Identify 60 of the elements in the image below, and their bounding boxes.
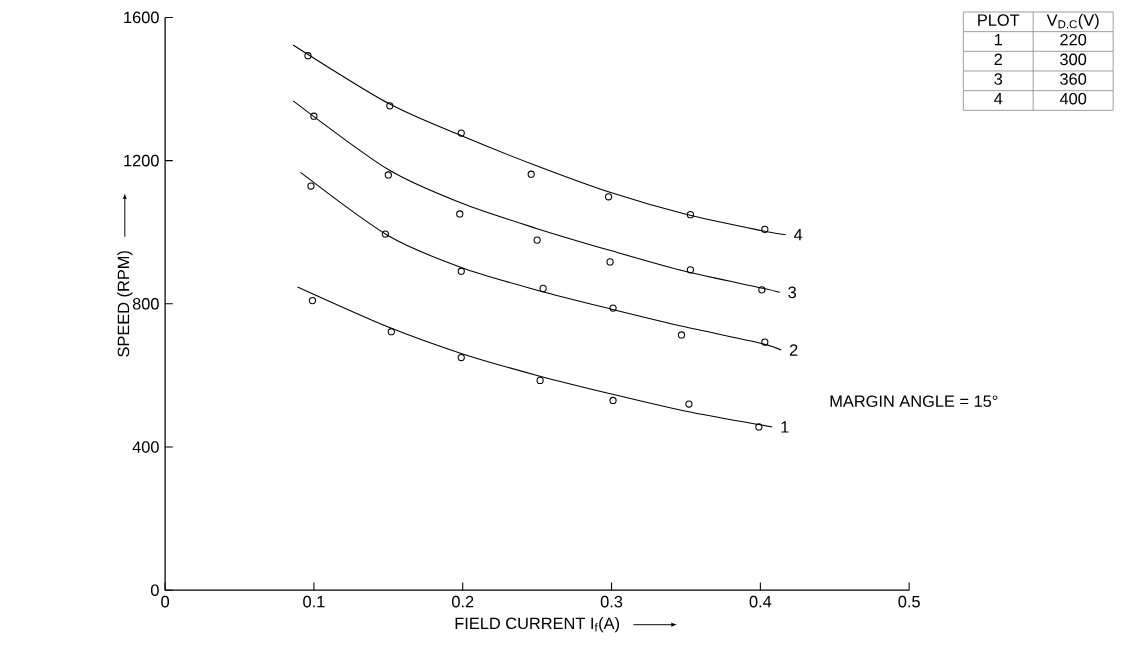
- point: [761, 225, 769, 234]
- x-tick-label: 0.3: [600, 596, 623, 608]
- y-tick-label: 0: [150, 584, 159, 597]
- point: [758, 286, 766, 294]
- series-label: 4: [793, 229, 803, 241]
- point: [677, 331, 686, 339]
- annotation: MARGIN ANGLE = 15°: [830, 395, 998, 408]
- x-tick-label: 0: [161, 596, 170, 608]
- point: [761, 338, 769, 346]
- point: [304, 52, 312, 60]
- x-axis-title: FIELD CURRENT I$_{f}$(A): [455, 617, 619, 633]
- series-label: 2: [789, 344, 798, 356]
- point: [527, 170, 535, 178]
- y-tick-label: 800: [132, 298, 159, 310]
- point: [604, 193, 613, 201]
- x-tick-label: 0.4: [749, 596, 772, 608]
- point: [609, 304, 617, 312]
- text: 4: [994, 93, 1003, 105]
- text: 400: [1059, 93, 1087, 105]
- point: [457, 354, 465, 362]
- point: [310, 112, 318, 120]
- text: 1: [994, 34, 1003, 46]
- line-series: [292, 100, 781, 294]
- text: 360: [1060, 73, 1087, 85]
- text: 2: [994, 53, 1002, 66]
- y-axis-title: SPEED (RPM): [117, 251, 133, 357]
- point: [609, 397, 617, 405]
- point: [381, 230, 389, 238]
- point: [308, 297, 317, 305]
- point: [457, 129, 465, 137]
- point: [755, 423, 763, 431]
- point: [533, 236, 541, 244]
- series-label: 1: [781, 421, 789, 433]
- point: [686, 266, 695, 274]
- point: [685, 400, 693, 408]
- point: [387, 328, 395, 336]
- point: [536, 376, 544, 385]
- text: 220: [1060, 34, 1087, 46]
- point: [686, 211, 695, 219]
- point: [307, 182, 315, 190]
- line-series: [297, 286, 773, 428]
- series-label: 3: [788, 286, 797, 299]
- text: PLOT: [978, 14, 1020, 26]
- text: 3: [994, 73, 1003, 85]
- line-series: [300, 172, 782, 351]
- x-tick-label: 0.5: [898, 596, 920, 608]
- y-tick-label: 400: [132, 441, 159, 453]
- point: [539, 284, 547, 293]
- text: 300: [1060, 53, 1087, 66]
- point: [456, 210, 464, 218]
- text: V$_{D.C}$(V): [1046, 13, 1099, 30]
- point: [606, 258, 614, 266]
- y-tick-label: 1200: [124, 154, 159, 167]
- x-tick-label: 0.2: [451, 596, 474, 608]
- point: [386, 102, 394, 110]
- y-tick-label: 1600: [124, 11, 159, 24]
- x-tick-label: 0.1: [303, 596, 325, 608]
- point: [384, 171, 392, 179]
- line-series: [292, 44, 787, 236]
- point: [457, 267, 465, 275]
